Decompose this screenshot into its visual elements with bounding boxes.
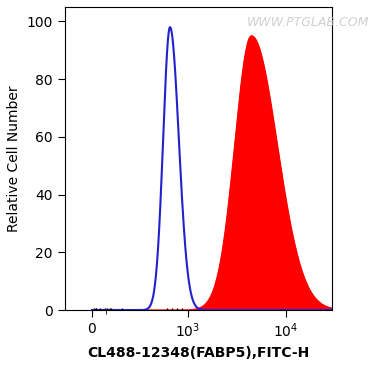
Y-axis label: Relative Cell Number: Relative Cell Number — [7, 85, 21, 232]
X-axis label: CL488-12348(FABP5),FITC-H: CL488-12348(FABP5),FITC-H — [87, 346, 310, 360]
Text: WWW.PTGLAB.COM: WWW.PTGLAB.COM — [247, 16, 369, 29]
